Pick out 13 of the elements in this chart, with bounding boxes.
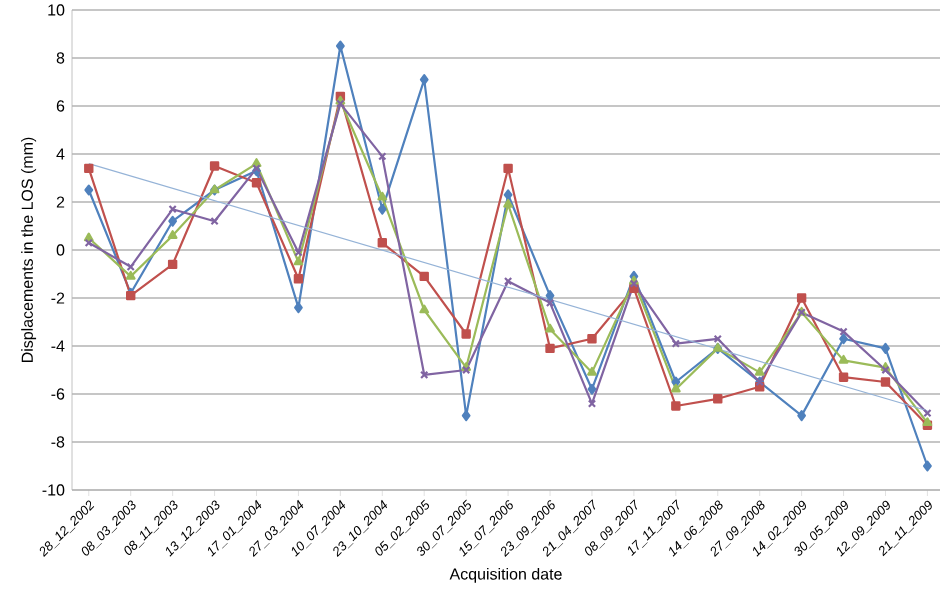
y-tick-label: -6 [51, 388, 65, 400]
y-tick-label: 2 [56, 196, 65, 208]
y-tick-label: -10 [42, 484, 65, 496]
y-tick-label: 0 [56, 244, 65, 256]
y-tick-label: -4 [51, 340, 65, 352]
x-axis-title: Acquisition date [449, 567, 562, 583]
y-tick-label: 10 [48, 4, 65, 16]
y-tick-label: -2 [51, 292, 65, 304]
y-tick-label: -8 [51, 436, 65, 448]
y-tick-label: 4 [56, 148, 65, 160]
y-tick-label: 8 [56, 52, 65, 64]
y-axis-title: Displacements in the LOS (mm) [21, 137, 37, 363]
y-tick-label: 6 [56, 100, 65, 112]
